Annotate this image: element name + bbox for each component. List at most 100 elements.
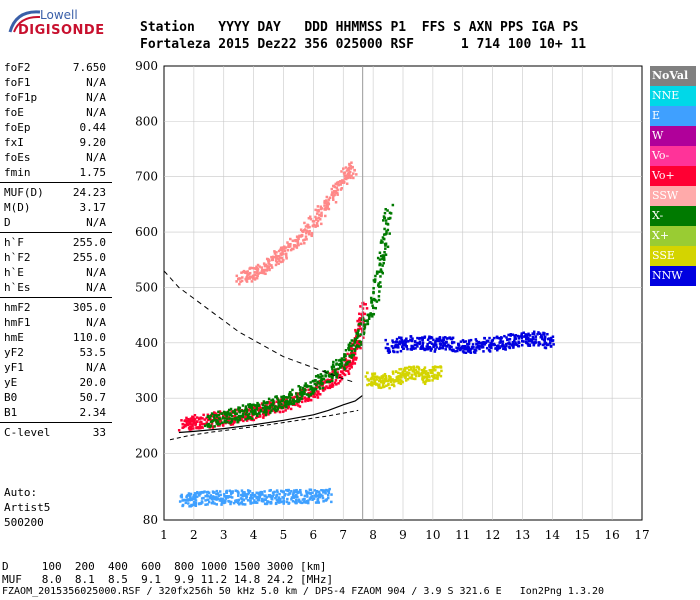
data-point [350, 349, 354, 353]
data-point [371, 304, 374, 307]
data-point [297, 404, 300, 407]
data-point [501, 342, 504, 346]
data-point [281, 396, 285, 399]
data-point [289, 242, 292, 246]
data-point [317, 376, 320, 379]
data-point [364, 319, 367, 323]
data-point [520, 339, 524, 343]
data-point [326, 489, 330, 493]
data-point [400, 375, 403, 379]
data-point [211, 414, 214, 418]
data-point [544, 341, 548, 345]
data-point [270, 405, 274, 409]
data-point [184, 501, 188, 505]
data-point [355, 344, 359, 347]
data-point [237, 503, 241, 506]
param-row: foE N/A [2, 105, 108, 120]
data-point [302, 230, 305, 234]
data-point [321, 496, 325, 500]
data-point [324, 498, 327, 502]
data-point [261, 409, 265, 413]
data-point [366, 383, 369, 387]
data-point [475, 339, 478, 343]
data-point [340, 187, 344, 190]
data-point [334, 369, 337, 372]
data-point [297, 384, 300, 388]
data-point [384, 376, 388, 379]
data-point [474, 349, 478, 352]
data-point [183, 498, 187, 502]
data-point [237, 498, 241, 502]
data-point [394, 370, 398, 373]
data-point [374, 274, 377, 278]
data-point [315, 390, 319, 393]
data-point [299, 501, 302, 504]
param-name: h`F [4, 236, 24, 249]
data-point [276, 490, 279, 494]
data-point [340, 362, 344, 365]
data-point [288, 394, 291, 398]
data-point [339, 359, 343, 362]
data-point [548, 342, 552, 345]
data-point [374, 382, 378, 385]
data-point [322, 500, 325, 503]
data-point [280, 252, 283, 255]
data-point [338, 362, 342, 366]
data-point [201, 417, 204, 420]
data-point [206, 495, 210, 498]
data-point [206, 423, 209, 426]
data-point [542, 332, 545, 336]
data-point [409, 339, 412, 342]
data-point [188, 498, 191, 502]
data-point [439, 374, 443, 378]
data-point [264, 268, 267, 272]
data-point [315, 489, 319, 493]
data-point [189, 505, 192, 508]
data-point [335, 181, 339, 185]
data-point [262, 411, 265, 414]
data-point [308, 498, 312, 501]
data-point [272, 409, 276, 412]
data-point [326, 496, 330, 500]
data-point [203, 490, 206, 493]
data-point [284, 246, 288, 249]
data-point [426, 347, 430, 351]
data-point [273, 490, 276, 494]
data-point [535, 341, 538, 344]
data-point [233, 408, 237, 412]
param-row: foF1p N/A [2, 90, 108, 105]
data-point [281, 410, 285, 413]
data-point [334, 201, 338, 204]
data-point [319, 207, 323, 211]
x-tick-label: 8 [369, 528, 377, 542]
data-point [516, 334, 519, 338]
data-point [391, 378, 394, 381]
data-point [235, 274, 239, 278]
data-point [466, 342, 469, 346]
data-point [243, 412, 246, 416]
param-name: foF1 [4, 76, 31, 89]
data-point [219, 499, 223, 502]
data-point [245, 419, 249, 422]
data-point [411, 345, 415, 348]
data-point [195, 492, 199, 495]
data-point [305, 491, 308, 494]
data-point [372, 291, 375, 295]
data-point [184, 424, 187, 428]
data-point [318, 492, 321, 495]
data-point [488, 344, 492, 347]
data-point [434, 368, 437, 372]
data-point [231, 423, 235, 426]
data-point [422, 368, 426, 371]
data-point [279, 498, 282, 501]
data-point [270, 264, 273, 267]
data-point [406, 366, 409, 370]
data-point [258, 412, 261, 415]
data-point [325, 385, 328, 388]
data-point [385, 377, 388, 381]
data-point [355, 340, 358, 344]
data-point [372, 377, 376, 381]
data-point [297, 500, 301, 503]
data-point [307, 395, 311, 398]
trace-f2-x-trace [203, 203, 395, 428]
